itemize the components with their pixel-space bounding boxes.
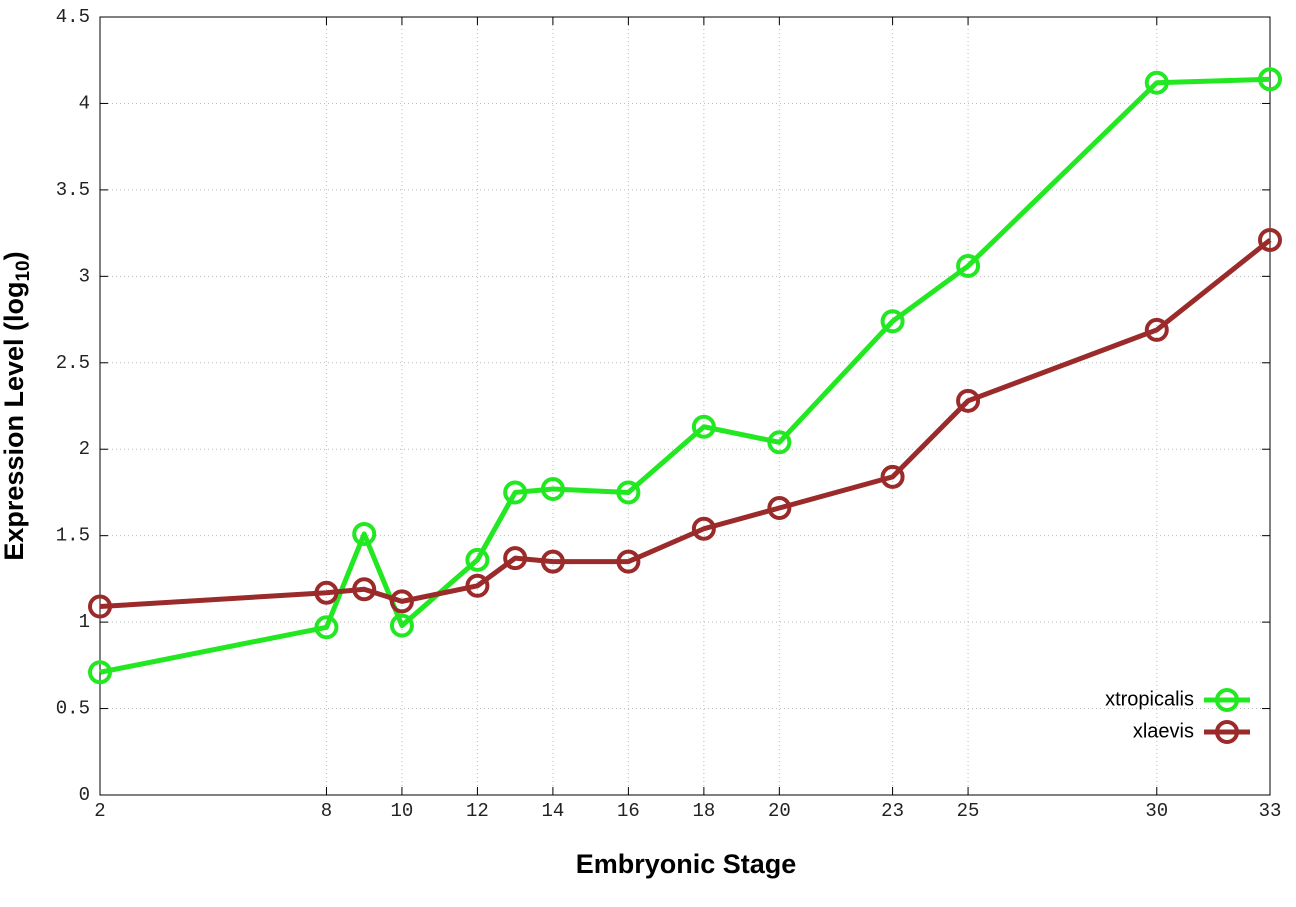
y-tick-label: 3.5: [56, 179, 90, 201]
data-point: [314, 580, 339, 605]
y-tick-label: 4: [79, 92, 90, 114]
x-tick-label: 2: [94, 800, 105, 822]
data-point: [956, 253, 981, 278]
x-tick-label: 25: [957, 800, 980, 822]
legend-marker: [1215, 688, 1239, 712]
x-tick-label: 8: [321, 800, 332, 822]
y-tick-label: 4.5: [56, 6, 90, 28]
data-point: [767, 430, 792, 455]
y-tick-label: 2: [79, 438, 90, 460]
data-point: [880, 309, 905, 334]
x-tick-label: 33: [1259, 800, 1282, 822]
y-tick-label: 1.5: [56, 525, 90, 547]
y-tick-label: 1: [79, 611, 90, 633]
x-tick-label: 20: [768, 800, 791, 822]
y-axis-title-end: ): [0, 251, 29, 260]
x-tick-label: 18: [692, 800, 715, 822]
x-tick-label: 10: [391, 800, 414, 822]
x-tick-label: 14: [541, 800, 564, 822]
y-tick-label: 0: [79, 784, 90, 806]
y-axis-title-subscript: 10: [13, 260, 34, 281]
data-point: [691, 414, 716, 439]
x-axis-title: Embryonic Stage: [576, 849, 797, 879]
x-tick-label: 16: [617, 800, 640, 822]
data-point: [465, 573, 490, 598]
data-point: [1258, 228, 1282, 253]
data-point: [465, 547, 490, 572]
y-tick-label: 3: [79, 265, 90, 287]
x-tick-label: 30: [1145, 800, 1168, 822]
data-point: [616, 549, 641, 574]
data-point: [352, 521, 377, 546]
data-point: [1144, 317, 1169, 342]
data-point: [389, 589, 414, 614]
data-point: [389, 613, 414, 638]
data-point: [956, 388, 981, 413]
data-point: [691, 516, 716, 541]
data-point: [314, 615, 339, 640]
y-tick-label: 2.5: [56, 352, 90, 374]
legend-label: xtropicalis: [1105, 688, 1194, 710]
series-line: [99, 76, 1271, 675]
y-axis-title: Expression Level (log10): [0, 251, 34, 560]
data-point: [540, 476, 565, 501]
legend-label: xlaevis: [1133, 720, 1194, 742]
legend-marker: [1215, 720, 1239, 744]
data-point: [1144, 70, 1169, 95]
x-tick-label: 23: [881, 800, 904, 822]
data-point: [352, 577, 377, 602]
data-point: [540, 549, 565, 574]
data-point: [767, 496, 792, 521]
data-point: [880, 464, 905, 489]
plot-frame: [99, 16, 1271, 796]
x-tick-label: 12: [466, 800, 489, 822]
data-point: [88, 594, 112, 619]
data-point: [503, 546, 528, 571]
data-point: [503, 480, 528, 505]
data-point: [88, 660, 112, 685]
data-point: [1258, 67, 1282, 92]
series-line: [99, 238, 1272, 610]
data-point: [616, 480, 641, 505]
y-axis-title-main: Expression Level (log: [0, 282, 29, 561]
y-tick-label: 0.5: [56, 698, 90, 720]
